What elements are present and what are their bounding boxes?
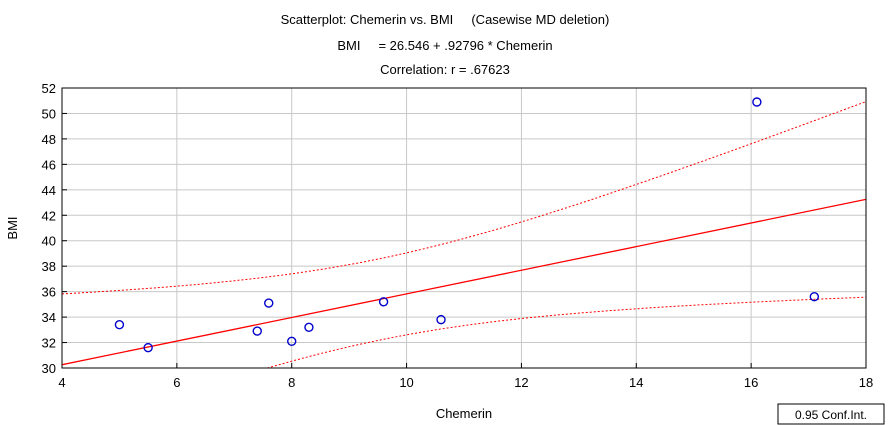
y-tick-label: 50 <box>42 106 56 121</box>
x-axis-label: Chemerin <box>436 406 492 421</box>
chart-equation: BMI = 26.546 + .92796 * Chemerin <box>337 38 552 53</box>
y-tick-label: 42 <box>42 208 56 223</box>
y-tick-label: 34 <box>42 310 56 325</box>
data-point <box>809 292 820 302</box>
data-points <box>114 97 820 353</box>
lower-confidence-band <box>265 296 866 368</box>
y-tick-label: 30 <box>42 361 56 376</box>
y-axis-label: BMI <box>5 216 20 239</box>
x-tick-label: 18 <box>859 375 873 390</box>
data-point <box>114 320 125 330</box>
x-tick-label: 10 <box>399 375 413 390</box>
y-tick-labels: 30 32 34 36 38 40 42 44 46 48 50 52 <box>42 81 67 376</box>
data-point <box>378 297 389 307</box>
x-tick-label: 14 <box>629 375 643 390</box>
x-tick-label: 6 <box>173 375 180 390</box>
upper-confidence-band <box>62 101 866 295</box>
data-point <box>436 314 446 325</box>
y-tick-label: 48 <box>42 132 56 147</box>
data-point <box>304 322 314 332</box>
y-tick-label: 32 <box>42 336 56 351</box>
plot-area-frame <box>61 87 867 369</box>
regression-line <box>62 198 866 366</box>
data-point <box>143 342 153 353</box>
legend-box: 0.95 Conf.Int. <box>777 403 885 425</box>
data-point <box>252 326 262 336</box>
y-tick-label: 36 <box>42 285 56 300</box>
x-tick-label: 12 <box>514 375 528 390</box>
x-tick-labels: 4 6 8 10 12 14 16 18 <box>58 363 873 390</box>
y-tick-label: 44 <box>42 183 56 198</box>
chart-title: Scatterplot: Chemerin vs. BMI (Casewise … <box>281 12 610 27</box>
data-point <box>752 97 762 107</box>
y-tick-label: 46 <box>42 157 56 172</box>
data-point <box>287 336 297 346</box>
y-tick-label: 40 <box>42 234 56 249</box>
chart-correlation: Correlation: r = .67623 <box>380 62 510 77</box>
confidence-bands <box>62 101 866 368</box>
data-point <box>264 298 274 308</box>
x-tick-label: 4 <box>58 375 65 390</box>
regression-line-group <box>62 198 866 366</box>
gridlines <box>62 88 866 368</box>
y-tick-label: 52 <box>42 81 56 96</box>
x-tick-label: 16 <box>744 375 758 390</box>
x-tick-label: 8 <box>288 375 295 390</box>
legend-label: 0.95 Conf.Int. <box>795 408 867 422</box>
y-tick-label: 38 <box>42 259 56 274</box>
